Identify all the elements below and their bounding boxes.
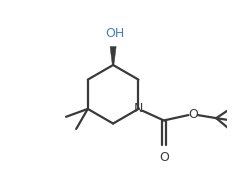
Text: OH: OH [105,27,124,40]
Text: N: N [133,102,143,115]
Text: O: O [158,151,168,164]
Text: O: O [187,108,197,121]
Polygon shape [110,46,116,65]
